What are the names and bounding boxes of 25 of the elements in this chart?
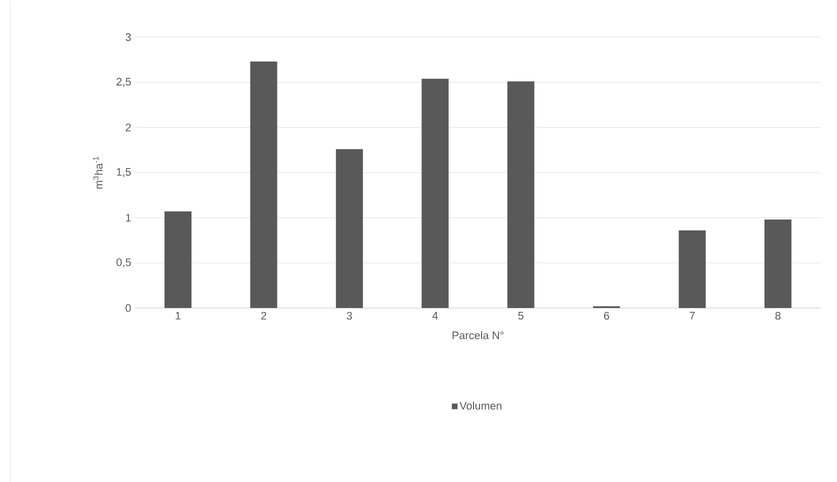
x-tick-label: 3	[346, 312, 352, 320]
x-tick-label: 8	[775, 312, 781, 320]
x-axis-title: Parcela N°	[452, 331, 504, 340]
bar	[764, 219, 792, 308]
legend-label: Volumen	[460, 402, 502, 410]
bar	[507, 81, 534, 308]
x-tick-label: 1	[176, 312, 181, 320]
x-tick-label: 4	[432, 312, 438, 320]
y-tick-label: 3	[126, 33, 131, 41]
x-tick-label: 7	[690, 312, 695, 320]
bar	[164, 211, 192, 308]
y-tick-label: 0,5	[116, 258, 131, 268]
y-tick-label: 2	[126, 124, 131, 132]
x-tick-label: 6	[604, 312, 610, 320]
bar	[678, 230, 706, 308]
bar	[336, 149, 363, 308]
x-tick-label: 2	[261, 312, 266, 320]
y-axis-title: m$^{3}$ha$^{-1}$	[93, 156, 103, 188]
bar	[250, 61, 278, 308]
y-tick-label: 0	[126, 304, 131, 312]
y-tick-label: 1,5	[116, 168, 131, 177]
y-tick-label: 2,5	[116, 78, 131, 87]
bar	[422, 78, 449, 308]
y-tick-label: 1	[126, 214, 131, 222]
x-tick-label: 5	[518, 312, 524, 320]
